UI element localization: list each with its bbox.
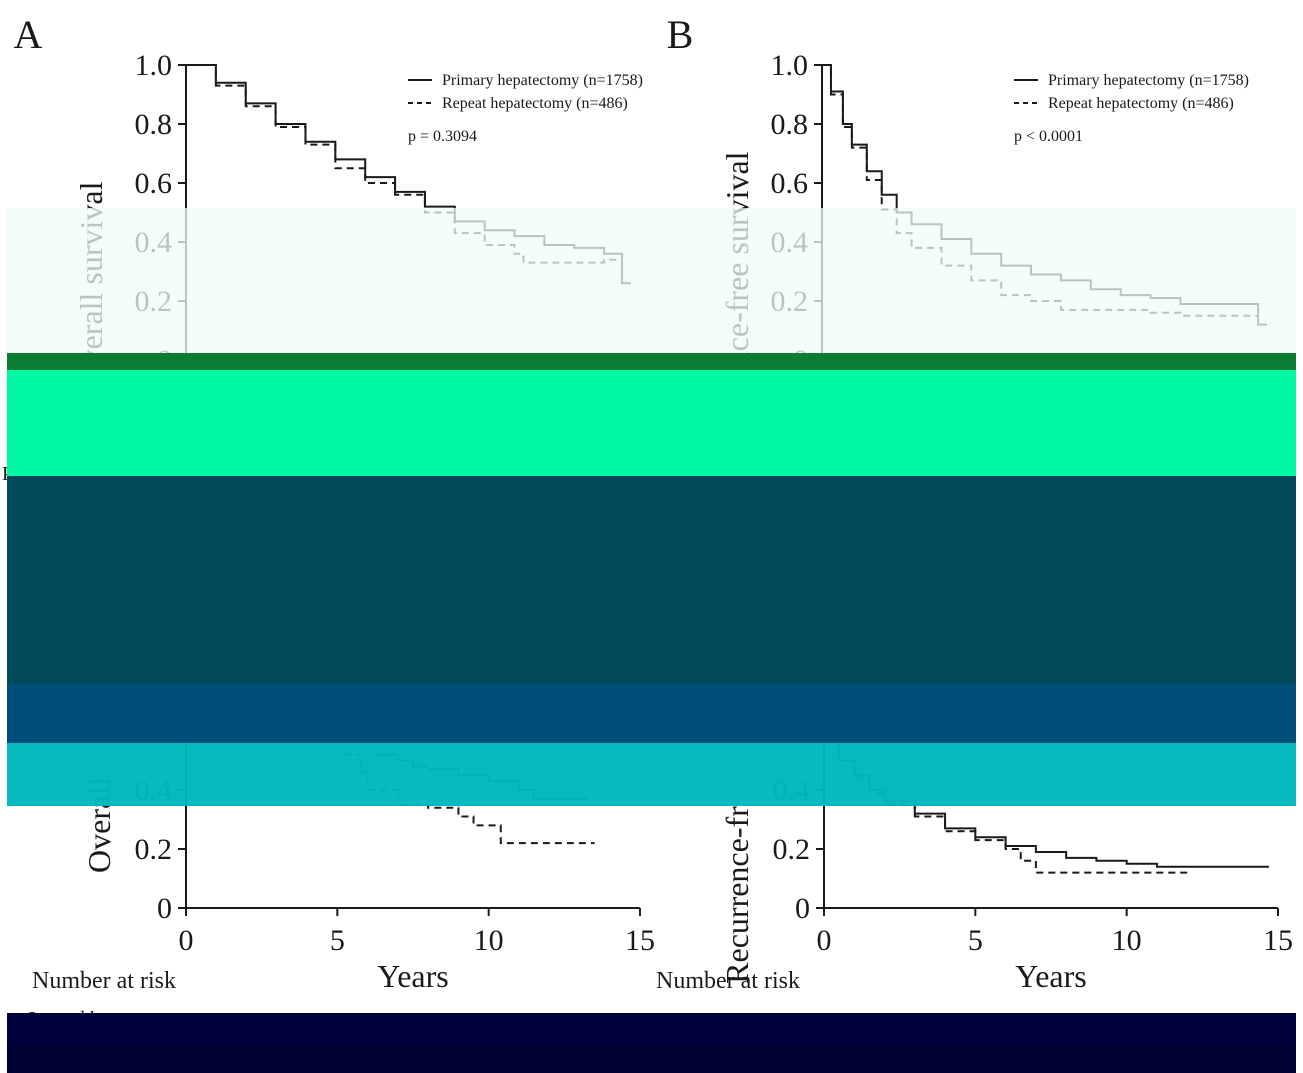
legend-label: Primary hepatectomy (n=1758) (442, 72, 643, 89)
x-tick-label: 15 (625, 924, 655, 957)
x-axis-label: Years (1015, 958, 1086, 994)
y-tick-label: 0.2 (135, 833, 173, 866)
x-axis-label: Years (377, 958, 448, 994)
x-tick-label: 15 (1263, 924, 1293, 957)
y-tick-label: 0 (795, 892, 810, 925)
y-tick-label: 0.6 (771, 167, 809, 200)
y-tick-label: 0.8 (771, 108, 809, 141)
y-tick-label: 1.0 (135, 49, 173, 82)
risk-table-title: Number at risk (32, 968, 176, 994)
survival-curve-repeat (186, 64, 620, 264)
survival-curve-repeat (343, 753, 595, 845)
legend-label: Primary hepatectomy (n=1758) (1048, 72, 1249, 89)
x-tick-label: 5 (330, 924, 345, 957)
x-tick-label: 0 (817, 924, 832, 957)
p-value-annotation: p < 0.0001 (1014, 128, 1083, 145)
y-tick-label: 0 (157, 892, 172, 925)
x-tick-label: 10 (474, 924, 504, 957)
legend-label: Repeat hepatectomy (n=486) (1048, 95, 1234, 112)
mint-overlay-band (7, 208, 1296, 361)
navy-overlay-band-lower (7, 1044, 1296, 1073)
y-tick-label: 0.6 (135, 167, 173, 200)
blue-overlay-band (7, 684, 1296, 743)
green-overlay-band (7, 370, 1296, 476)
risk-table-title: Number at risk (656, 968, 800, 994)
survival-curve-repeat (822, 64, 1259, 317)
dark-teal-overlay-band (7, 476, 1296, 684)
y-tick-label: 0.2 (773, 833, 811, 866)
p-value-annotation: p = 0.3094 (408, 128, 477, 145)
dark-green-overlay-bar (7, 353, 1296, 370)
y-tick-label: 0.8 (135, 108, 173, 141)
x-tick-label: 10 (1112, 924, 1142, 957)
legend-label: Repeat hepatectomy (n=486) (442, 95, 628, 112)
y-tick-label: 1.0 (771, 49, 809, 82)
x-tick-label: 0 (179, 924, 194, 957)
panel-label: A (14, 12, 43, 57)
y-axis-label: Recurrence-fr (719, 806, 755, 984)
x-tick-label: 5 (968, 924, 983, 957)
panel-label: B (667, 12, 694, 57)
cyan-overlay-band (7, 743, 1296, 806)
